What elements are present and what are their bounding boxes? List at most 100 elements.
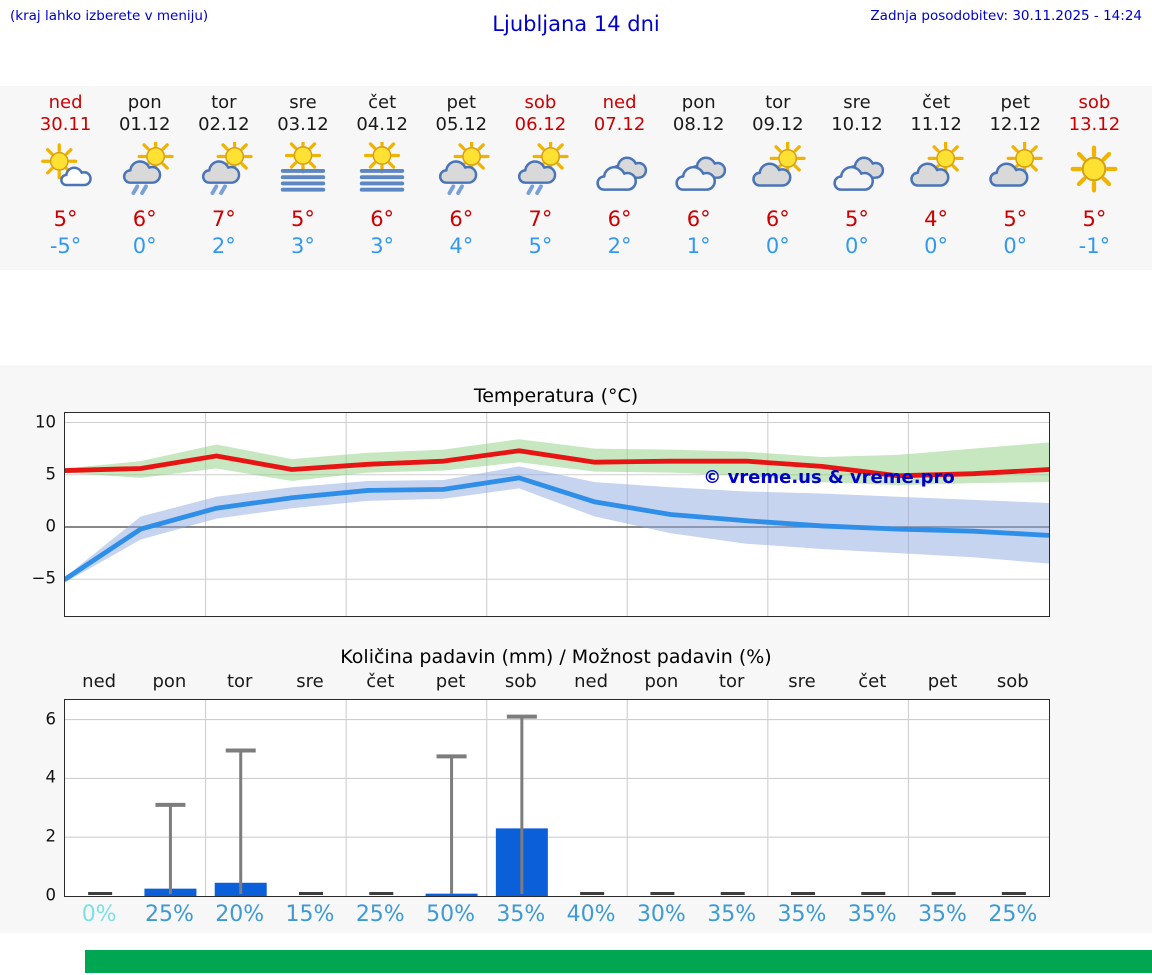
day-name: pon — [681, 92, 716, 113]
rain-sun-weather-icon — [114, 142, 176, 196]
fog-sun-weather-icon — [351, 142, 413, 196]
precipitation-probability-row: 0% 25% 20% 15% 25% 50% 35% 40% 30% 35% 35% 35% 35% 25… — [64, 902, 1048, 927]
day-column[interactable]: sre 10.12 5° 0° — [817, 92, 896, 260]
day-column[interactable]: pon 08.12 6° 1° — [659, 92, 738, 260]
day-max-temp: 4° — [924, 207, 949, 231]
day-column[interactable]: sob 13.12 5° -1° — [1055, 92, 1134, 260]
day-min-temp: 0° — [132, 234, 157, 258]
cloudy-weather-icon — [668, 142, 730, 196]
day-name: čet — [922, 92, 951, 113]
fog-sun-weather-icon — [272, 142, 334, 196]
day-min-temp: 0° — [765, 234, 790, 258]
precip-day-label: tor — [226, 671, 253, 692]
precip-day-label: pet — [435, 671, 466, 692]
day-date: 13.12 — [1068, 114, 1121, 135]
day-column[interactable]: pet 05.12 6° 4° — [422, 92, 501, 260]
precipitation-chart-svg — [65, 700, 1049, 896]
day-min-temp: 4° — [449, 234, 474, 258]
precip-day-label: ned — [82, 671, 117, 692]
day-date: 09.12 — [752, 114, 804, 135]
day-name: tor — [211, 92, 237, 113]
temp-ytick-label: 0 — [45, 516, 57, 536]
day-column[interactable]: čet 11.12 4° 0° — [897, 92, 976, 260]
precip-probability-label: 20% — [215, 902, 265, 927]
day-date: 12.12 — [989, 114, 1042, 135]
temperature-chart-svg: © vreme.us & vreme.pro — [65, 413, 1049, 616]
day-max-temp: 6° — [765, 207, 790, 231]
day-min-temp: 3° — [370, 234, 395, 258]
day-name: čet — [368, 92, 397, 113]
day-date: 11.12 — [910, 114, 962, 135]
day-min-temp: 2° — [607, 234, 632, 258]
day-column[interactable]: pon 01.12 6° 0° — [105, 92, 184, 260]
temperature-chart-title: Temperatura (°C) — [473, 385, 639, 407]
day-min-temp: 1° — [686, 234, 711, 258]
day-column[interactable]: tor 09.12 6° 0° — [738, 92, 817, 260]
day-max-temp: 7° — [211, 207, 236, 231]
precip-ytick-label: 0 — [45, 885, 57, 905]
days-row: ned 30.11 5° -5° pon 01.12 6° 0° tor 02.12 7° 2° sre… — [26, 92, 1134, 260]
day-name: pet — [446, 92, 477, 113]
precip-probability-label: 0% — [81, 902, 117, 927]
day-date: 10.12 — [831, 114, 883, 135]
day-column[interactable]: ned 30.11 5° -5° — [26, 92, 105, 260]
precip-day-label: pet — [927, 671, 958, 692]
day-max-temp: 5° — [53, 207, 78, 231]
rain-sun-weather-icon — [193, 142, 255, 196]
day-min-temp: 3° — [291, 234, 315, 258]
precip-day-label: ned — [574, 671, 609, 692]
precip-ytick-label: 2 — [45, 826, 57, 846]
temp-ytick-label: 5 — [45, 464, 57, 484]
day-name: pon — [127, 92, 162, 113]
day-max-temp: 6° — [607, 207, 632, 231]
day-max-temp: 5° — [1082, 207, 1107, 231]
sun-cloud-weather-icon — [35, 142, 97, 196]
precip-probability-label: 40% — [566, 902, 616, 927]
cloudy-weather-icon — [826, 142, 888, 196]
temp-ytick-label: 10 — [35, 412, 56, 431]
day-date: 07.12 — [593, 114, 646, 135]
day-name: sob — [524, 92, 557, 113]
day-name: sre — [289, 92, 317, 113]
sun-weather-icon — [1063, 142, 1125, 196]
precip-probability-label: 25% — [988, 902, 1038, 927]
day-max-temp: 6° — [686, 207, 711, 231]
precip-day-label: čet — [858, 671, 887, 692]
last-update: Zadnja posodobitev: 30.11.2025 - 14:24 — [870, 8, 1142, 24]
day-name: sob — [1078, 92, 1111, 113]
day-name: ned — [48, 92, 83, 113]
menu-hint-link[interactable]: (kraj lahko izberete v meniju) — [10, 8, 209, 24]
precip-probability-label: 15% — [285, 902, 335, 927]
day-date: 01.12 — [118, 114, 171, 135]
day-min-temp: 5° — [528, 234, 553, 258]
day-min-temp: -5° — [49, 234, 82, 258]
day-column[interactable]: ned 07.12 6° 2° — [580, 92, 659, 260]
day-column[interactable]: pet 12.12 5° 0° — [976, 92, 1055, 260]
day-date: 08.12 — [672, 114, 725, 135]
cloud-sun-weather-icon — [747, 142, 809, 196]
day-name: pet — [1000, 92, 1031, 113]
day-column[interactable]: čet 04.12 6° 3° — [343, 92, 422, 260]
precip-probability-label: 25% — [144, 902, 194, 927]
precip-probability-label: 35% — [918, 902, 967, 927]
precip-day-label: tor — [718, 671, 745, 692]
cloud-sun-weather-icon — [984, 142, 1046, 196]
precip-probability-label: 35% — [707, 902, 757, 927]
temperature-chart: © vreme.us & vreme.pro — [64, 412, 1050, 617]
precipitation-chart-title: Količina padavin (mm) / Možnost padavin … — [340, 646, 772, 668]
day-name: sre — [843, 92, 871, 113]
precip-day-label: sob — [996, 671, 1029, 692]
precip-day-label: sre — [788, 671, 816, 692]
day-date: 05.12 — [435, 114, 488, 135]
precip-day-label: pon — [644, 671, 679, 692]
day-column[interactable]: sob 06.12 7° 5° — [501, 92, 580, 260]
day-column[interactable]: tor 02.12 7° 2° — [184, 92, 263, 260]
day-column[interactable]: sre 03.12 5° 3° — [263, 92, 342, 260]
day-max-temp: 5° — [1003, 207, 1028, 231]
precip-ytick-label: 4 — [45, 767, 57, 787]
cloud-sun-weather-icon — [905, 142, 967, 196]
bottom-banner[interactable] — [85, 950, 1152, 973]
precip-day-label: pon — [152, 671, 187, 692]
day-min-temp: 0° — [1003, 234, 1028, 258]
